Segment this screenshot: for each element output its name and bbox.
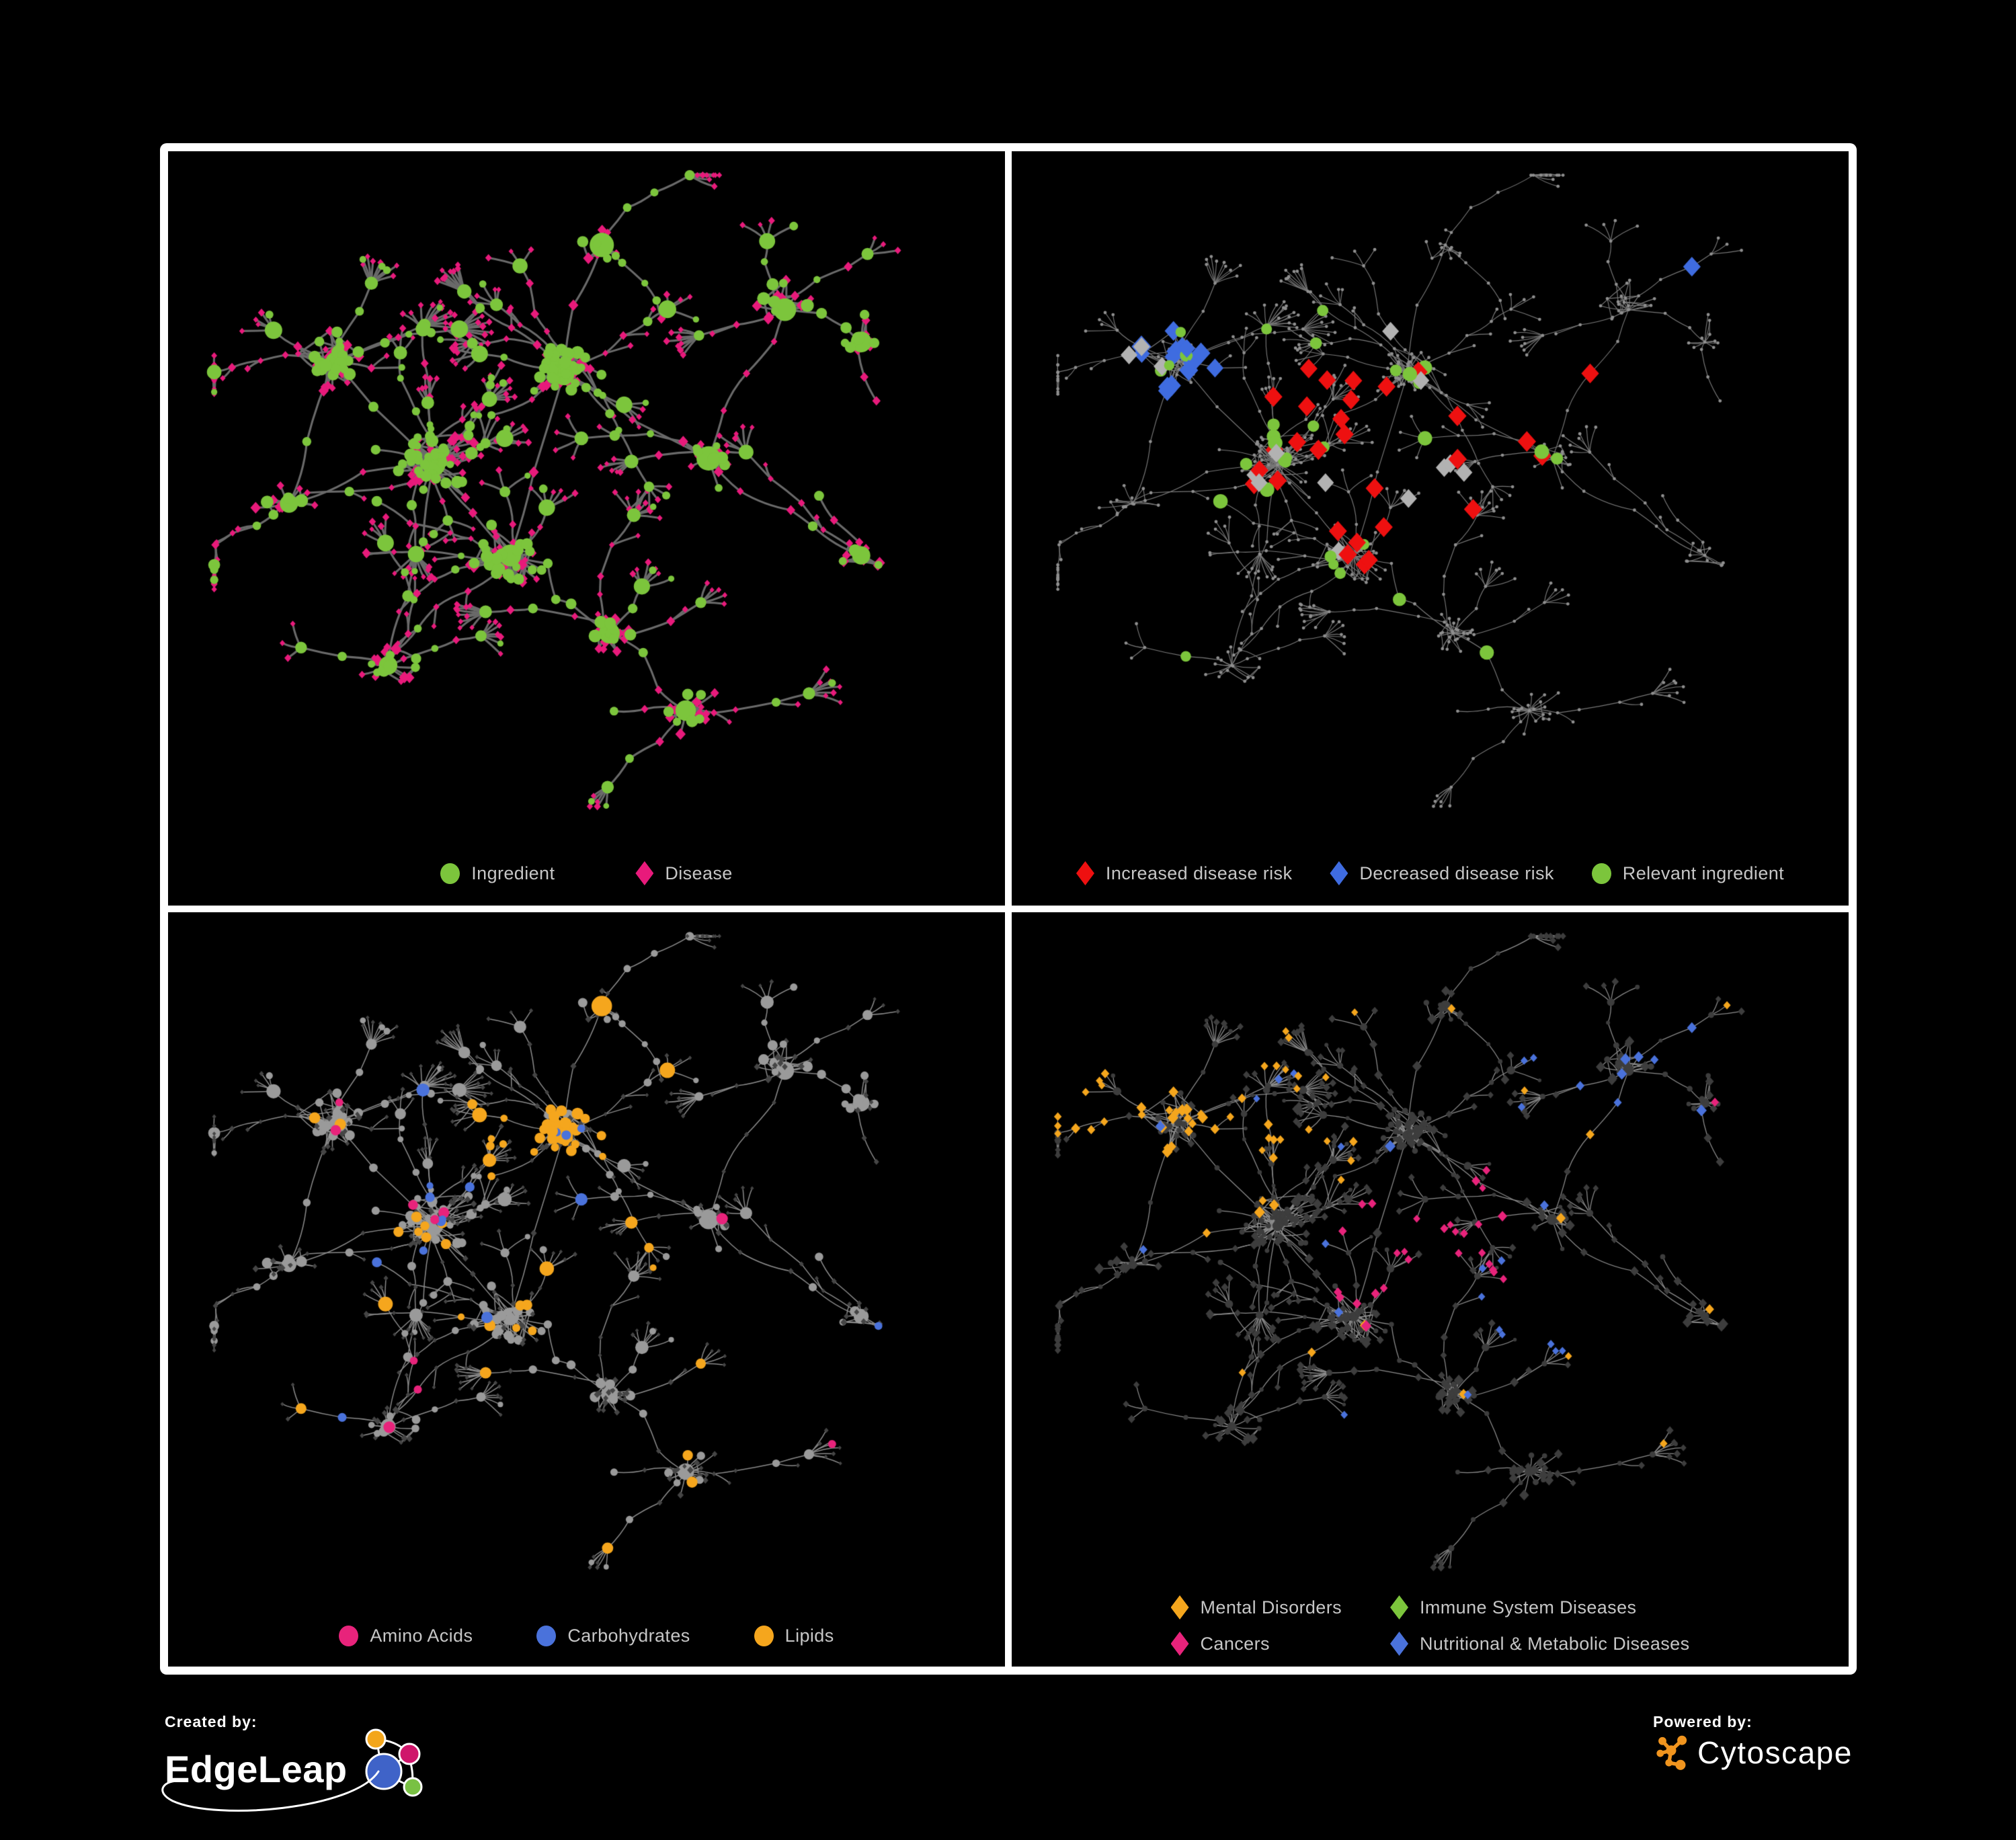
carbohydrates-legend-marker	[536, 1626, 557, 1646]
legend-item: Lipids	[754, 1626, 834, 1646]
nutrient-class-network[interactable]	[168, 912, 1005, 1591]
legend-label: Lipids	[784, 1626, 834, 1646]
edgeleap-node-green	[403, 1777, 423, 1797]
legend-disease-risk: Increased disease risk Decreased disease…	[1012, 861, 1849, 885]
cytoscape-node	[1658, 1736, 1666, 1745]
cytoscape-logo: Cytoscape	[1653, 1734, 1855, 1771]
legend-item: Decreased disease risk	[1330, 861, 1554, 885]
cytoscape-node	[1677, 1735, 1687, 1745]
legend-item: Amino Acids	[339, 1626, 473, 1646]
legend-item: Increased disease risk	[1076, 861, 1292, 885]
relevant-ingredient-legend-marker	[1591, 863, 1611, 884]
panel-nutrient-classes: Amino Acids Carbohydrates Lipids	[168, 912, 1005, 1667]
metabolic-diseases-legend-marker	[1390, 1632, 1408, 1656]
disease-class-network[interactable]	[1012, 912, 1849, 1591]
legend-nutrient-classes: Amino Acids Carbohydrates Lipids	[168, 1626, 1005, 1646]
legend-label: Cancers	[1200, 1633, 1270, 1654]
disease-risk-network[interactable]	[1012, 151, 1849, 830]
cancers-legend-marker	[1170, 1632, 1189, 1656]
legend-label: Carbohydrates	[567, 1626, 690, 1646]
edgeleap-wordmark: EdgeLeap	[165, 1748, 348, 1790]
edgeleap-logo: EdgeLeap	[161, 1728, 447, 1812]
cytoscape-wordmark: Cytoscape	[1697, 1735, 1853, 1770]
network-grid: Ingredient Disease Increased disease ris…	[160, 143, 1857, 1675]
cytoscape-node	[1666, 1745, 1677, 1756]
legend-item: Disease	[635, 861, 732, 885]
panel-ingredient-disease: Ingredient Disease	[168, 151, 1005, 906]
cytoscape-network-icon	[1656, 1735, 1687, 1770]
created-by-label: Created by:	[165, 1713, 257, 1730]
legend-item: Relevant ingredient	[1591, 863, 1785, 884]
ingredient-legend-marker	[440, 863, 460, 884]
legend-item: Cancers	[1170, 1632, 1342, 1656]
ingredient-disease-network[interactable]	[168, 151, 1005, 830]
cytoscape-node	[1675, 1759, 1686, 1770]
increased-risk-legend-marker	[1076, 861, 1094, 885]
cytoscape-node	[1656, 1749, 1664, 1757]
legend-item: Nutritional & Metabolic Diseases	[1390, 1632, 1689, 1656]
legend-label: Increased disease risk	[1105, 863, 1293, 883]
legend-label: Mental Disorders	[1200, 1597, 1342, 1617]
edgeleap-node-orange	[365, 1728, 387, 1750]
decreased-risk-legend-marker	[1330, 861, 1348, 885]
legend-label: Ingredient	[471, 863, 555, 883]
legend-label: Disease	[665, 863, 733, 883]
edgeleap-credit: Created by: EdgeLeap	[161, 1713, 447, 1814]
amino-acids-legend-marker	[339, 1626, 359, 1646]
disease-legend-marker	[635, 861, 654, 885]
legend-item: Carbohydrates	[536, 1626, 690, 1646]
legend-label: Decreased disease risk	[1359, 863, 1554, 883]
panel-disease-classes: Mental Disorders Immune System Diseases …	[1012, 912, 1849, 1667]
legend-disease-classes: Mental Disorders Immune System Diseases …	[1012, 1595, 1849, 1656]
legend-label: Amino Acids	[370, 1626, 473, 1646]
edgeleap-node-blue	[365, 1753, 403, 1790]
legend-item: Mental Disorders	[1170, 1595, 1342, 1619]
cytoscape-node	[1665, 1759, 1673, 1767]
cytoscape-credit: Powered by: Cytoscape	[1653, 1713, 1855, 1794]
legend-label: Relevant ingredient	[1622, 863, 1785, 883]
legend-item: Ingredient	[440, 863, 555, 884]
edgeleap-node-pink	[398, 1743, 421, 1765]
lipids-legend-marker	[754, 1626, 774, 1646]
panel-disease-risk: Increased disease risk Decreased disease…	[1012, 151, 1849, 906]
mental-disorders-legend-marker	[1170, 1595, 1189, 1619]
legend-label: Immune System Diseases	[1420, 1597, 1637, 1617]
immune-diseases-legend-marker	[1390, 1595, 1408, 1619]
edgeleap-network-icon	[365, 1728, 423, 1797]
powered-by-label: Powered by:	[1653, 1713, 1752, 1730]
legend-item: Immune System Diseases	[1390, 1595, 1689, 1619]
legend-label: Nutritional & Metabolic Diseases	[1420, 1633, 1690, 1654]
legend-ingredient-disease: Ingredient Disease	[168, 861, 1005, 885]
